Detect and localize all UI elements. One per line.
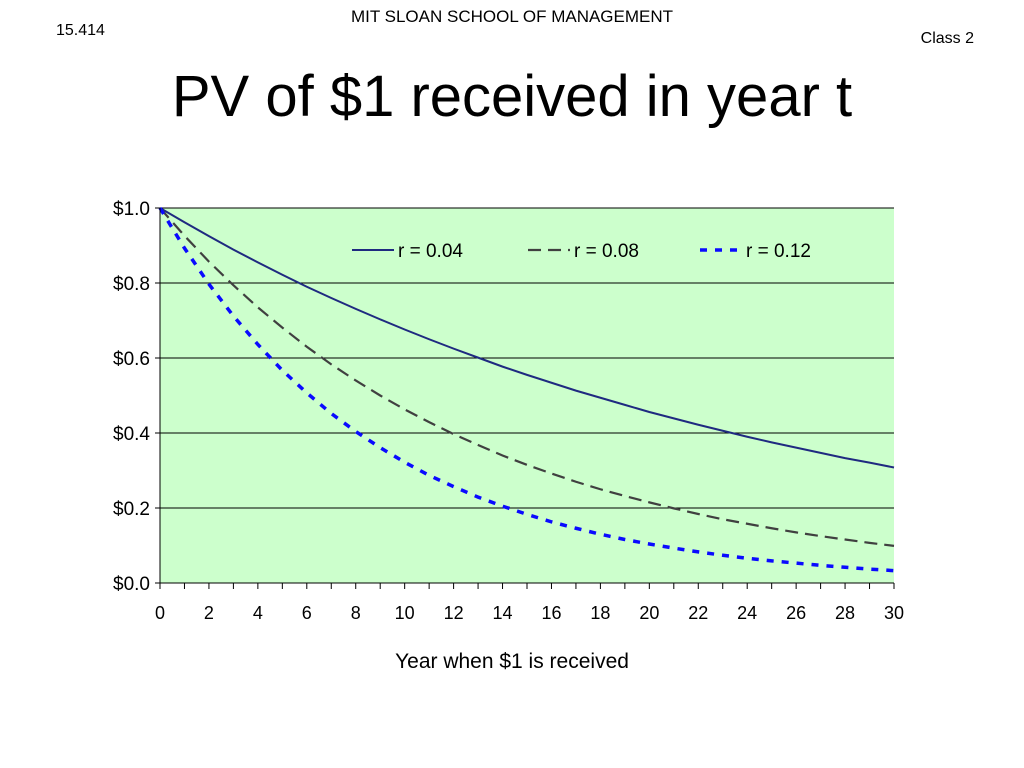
x-tick-label: 16 bbox=[541, 603, 561, 623]
series-line-2 bbox=[158, 207, 895, 573]
x-tick-label: 20 bbox=[639, 603, 659, 623]
legend-label-1: r = 0.08 bbox=[574, 241, 639, 262]
x-tick-label: 22 bbox=[688, 603, 708, 623]
axes: $0.0$0.2$0.4$0.6$0.8$1.00 2 4 6 8 10 12 14 16 18 2… bbox=[113, 199, 904, 623]
legend-label-2: r = 0.12 bbox=[746, 241, 811, 262]
x-tick-label: 14 bbox=[493, 603, 513, 623]
x-tick-label: 10 bbox=[395, 603, 415, 623]
course-code: 15.414 bbox=[56, 22, 105, 39]
x-tick-label: 4 bbox=[253, 603, 263, 623]
y-tick-label: $0.8 bbox=[113, 274, 150, 295]
legend: r = 0.04 r = 0.08 r = 0.12 bbox=[352, 241, 811, 262]
x-tick-label: 6 bbox=[302, 603, 312, 623]
school-name: MIT SLOAN SCHOOL OF MANAGEMENT bbox=[350, 7, 674, 26]
x-tick-label: 24 bbox=[737, 603, 757, 623]
plot-area bbox=[160, 208, 894, 583]
gridlines bbox=[160, 207, 894, 509]
series-line-1 bbox=[159, 207, 895, 547]
slide-title: PV of $1 received in year t bbox=[171, 64, 853, 129]
y-tick-label: $1.0 bbox=[113, 199, 150, 220]
y-tick-label: $0.2 bbox=[113, 499, 150, 520]
x-tick-label: 30 bbox=[884, 603, 904, 623]
y-tick-label: $0.6 bbox=[113, 349, 150, 370]
x-tick-label: 12 bbox=[444, 603, 464, 623]
x-tick-label: 0 bbox=[155, 603, 165, 623]
series-line-0 bbox=[159, 207, 895, 469]
y-tick-label: $0.0 bbox=[113, 574, 150, 595]
x-tick-label: 8 bbox=[351, 603, 361, 623]
legend-label-0: r = 0.04 bbox=[398, 241, 463, 262]
x-tick-label: 28 bbox=[835, 603, 855, 623]
series-lines bbox=[158, 207, 895, 573]
y-tick-label: $0.4 bbox=[113, 424, 150, 445]
x-tick-label: 2 bbox=[204, 603, 214, 623]
x-tick-label: 26 bbox=[786, 603, 806, 623]
class-label: Class 2 bbox=[920, 30, 974, 47]
x-axis-title: Year when $1 is received bbox=[395, 650, 629, 673]
x-tick-label: 18 bbox=[590, 603, 610, 623]
